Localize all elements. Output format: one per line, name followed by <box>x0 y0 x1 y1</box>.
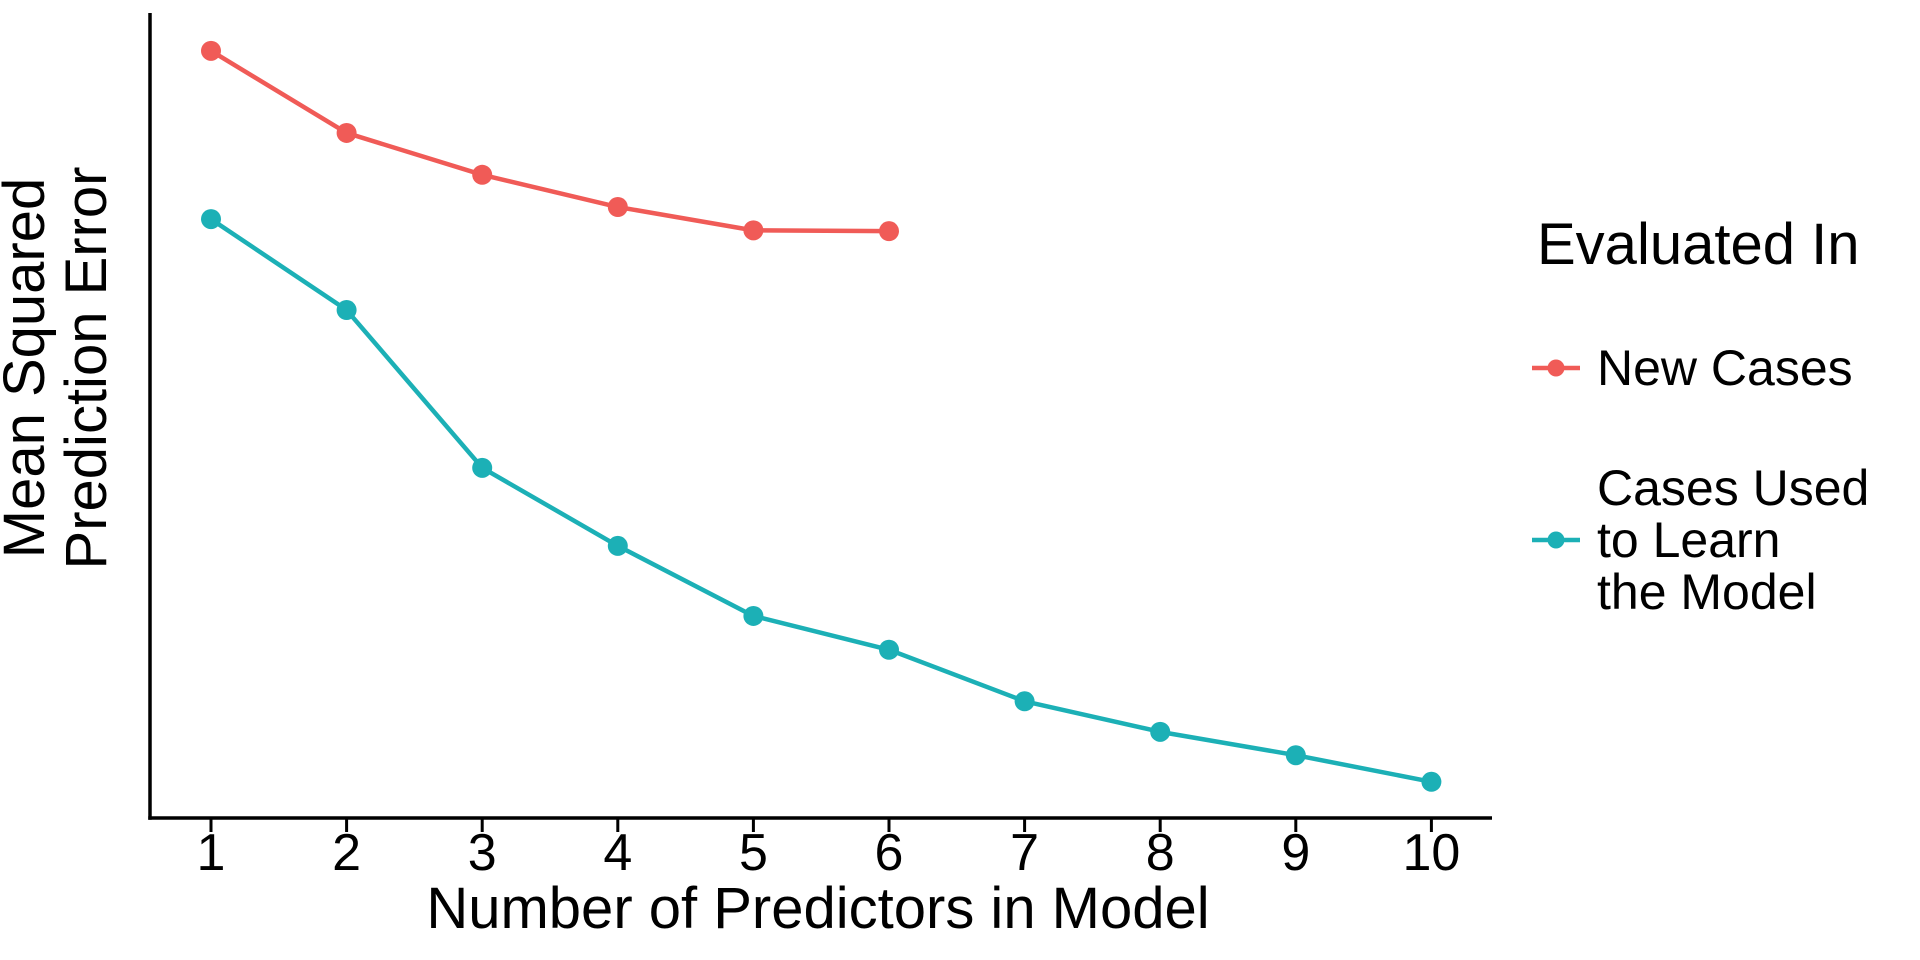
data-point-cases-used-to-learn-the-model <box>472 457 493 478</box>
series-line-new-cases <box>208 48 892 234</box>
legend-key-point-icon <box>1547 531 1565 549</box>
y-axis-title-line2: Prediction Error <box>54 167 119 570</box>
legend-label-training-cases-line1: Cases Used <box>1597 460 1869 516</box>
x-tick-label: 8 <box>1146 824 1175 882</box>
data-point-new-cases <box>472 164 493 185</box>
x-axis-title: Number of Predictors in Model <box>426 876 1209 941</box>
data-point-cases-used-to-learn-the-model <box>879 639 899 660</box>
data-point-cases-used-to-learn-the-model <box>607 535 628 556</box>
legend-label-training-cases-line3: the Model <box>1597 564 1817 620</box>
x-tick-label: 9 <box>1281 824 1310 882</box>
legend-item-new-cases: New Cases <box>1532 340 1853 396</box>
data-point-cases-used-to-learn-the-model <box>201 209 221 230</box>
y-axis-title: Mean Squared Prediction Error <box>0 167 119 570</box>
data-point-new-cases <box>201 40 221 61</box>
legend-key-point-icon <box>1547 359 1565 377</box>
data-point-new-cases <box>879 221 899 242</box>
x-tick-label: 1 <box>197 824 226 882</box>
legend: Evaluated In New Cases Cases Used to Lea… <box>1532 212 1869 620</box>
data-point-cases-used-to-learn-the-model <box>1014 691 1035 712</box>
legend-title: Evaluated In <box>1537 212 1859 277</box>
data-point-new-cases <box>607 197 628 218</box>
y-axis-title-line1: Mean Squared <box>0 178 57 558</box>
x-tick-label: 5 <box>739 824 768 882</box>
legend-label-new-cases: New Cases <box>1597 340 1853 396</box>
data-point-cases-used-to-learn-the-model <box>1421 771 1442 792</box>
plot-series <box>201 40 1442 792</box>
data-point-new-cases <box>743 220 764 241</box>
x-tick-label: 10 <box>1402 824 1460 882</box>
x-tick-label: 4 <box>603 824 632 882</box>
data-point-cases-used-to-learn-the-model <box>743 605 764 626</box>
x-axis-ticks <box>209 818 1433 832</box>
data-point-cases-used-to-learn-the-model <box>1285 745 1306 766</box>
series-line-cases-used-to-learn-the-model <box>208 216 1434 785</box>
x-tick-label: 6 <box>875 824 904 882</box>
legend-label-training-cases-line2: to Learn <box>1597 512 1780 568</box>
data-point-new-cases <box>336 122 357 143</box>
data-point-cases-used-to-learn-the-model <box>1150 721 1171 742</box>
x-axis-tick-labels: 1 2 3 4 5 6 7 8 9 10 <box>197 824 1461 882</box>
x-tick-label: 7 <box>1010 824 1039 882</box>
x-tick-label: 3 <box>468 824 497 882</box>
x-tick-label: 2 <box>332 824 361 882</box>
data-point-cases-used-to-learn-the-model <box>336 300 357 321</box>
legend-item-training-cases: Cases Used to Learn the Model <box>1532 460 1869 620</box>
